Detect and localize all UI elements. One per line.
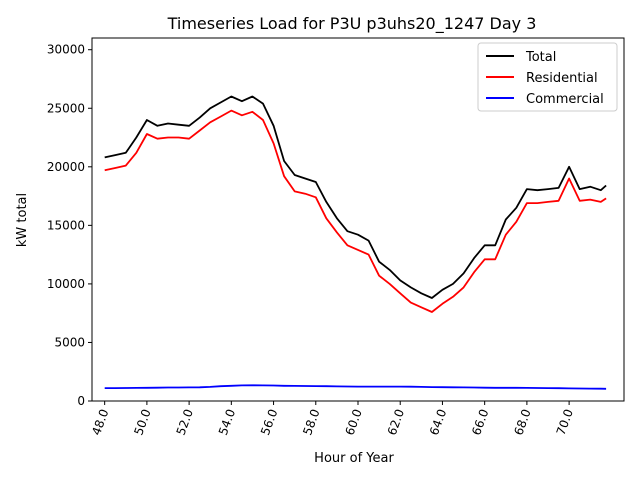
y-axis: 0 5000 10000 15000 20000 25000 30000: [47, 43, 92, 408]
y-tick-label: 5000: [54, 335, 85, 349]
y-tick-label: 20000: [47, 160, 85, 174]
y-tick-label: 30000: [47, 43, 85, 57]
legend-label-commercial: Commercial: [526, 92, 604, 107]
y-tick-label: 25000: [47, 101, 85, 115]
chart-title: Timeseries Load for P3U p3uhs20_1247 Day…: [167, 14, 537, 34]
y-tick-label: 15000: [47, 218, 85, 232]
legend-label-total: Total: [525, 50, 556, 65]
legend-box: [477, 42, 618, 112]
y-tick-label: 10000: [47, 277, 85, 291]
y-tick-label: 0: [77, 394, 85, 408]
series-line-residential: [104, 109, 607, 313]
series-layer: [104, 95, 607, 390]
series-line-commercial: [104, 384, 607, 390]
y-axis-label: kW total: [15, 193, 30, 247]
legend: Total Residential Commercial: [477, 42, 618, 112]
legend-label-residential: Residential: [526, 71, 598, 86]
series-line-total: [104, 95, 607, 299]
x-axis-label: Hour of Year: [314, 451, 394, 466]
